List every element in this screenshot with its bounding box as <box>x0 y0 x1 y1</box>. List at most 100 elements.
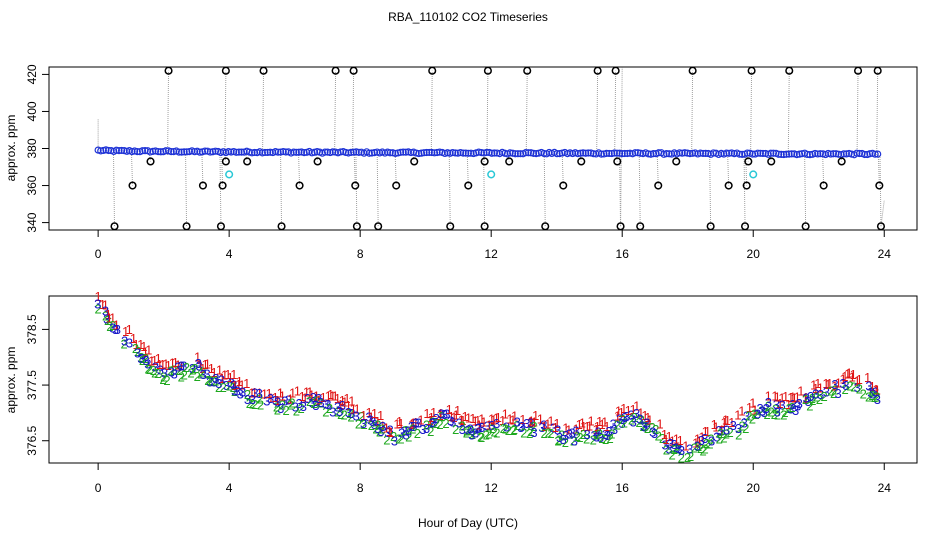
bottom-point-series-3: 3 <box>730 418 737 433</box>
bottom-point-series-2: 2 <box>856 381 863 396</box>
top-connector-line <box>334 70 337 155</box>
top-main-point <box>190 148 199 156</box>
bottom-point-series-1: 1 <box>142 344 149 359</box>
top-main-point <box>300 149 308 157</box>
bottom-point-series-1: 1 <box>537 411 544 426</box>
bottom-point-series-1: 1 <box>696 433 703 448</box>
bottom-point-series-1: 1 <box>106 311 113 326</box>
bottom-point-series-1: 1 <box>712 420 719 435</box>
top-outlier-point <box>295 181 304 190</box>
bottom-point-series-1: 1 <box>629 402 636 417</box>
bottom-point-series-3: 3 <box>121 333 128 348</box>
bottom-point-series-3: 3 <box>412 416 419 431</box>
bottom-point-series-1: 1 <box>787 390 794 405</box>
bottom-point-series-2: 2 <box>395 432 402 447</box>
bottom-point-series-1: 1 <box>99 297 106 312</box>
bottom-point-series-2: 2 <box>576 430 583 445</box>
top-main-point <box>420 149 428 157</box>
bottom-point-series-2: 2 <box>283 403 290 418</box>
top-main-point <box>428 148 436 157</box>
top-main-point <box>834 150 843 158</box>
top-outlier-point <box>875 181 884 190</box>
bottom-point-series-2: 2 <box>189 363 196 378</box>
top-main-point <box>177 148 186 156</box>
bottom-point-series-1: 1 <box>366 405 373 420</box>
bottom-x-tick-label: 24 <box>878 481 892 495</box>
bottom-point-series-2: 2 <box>220 380 227 395</box>
top-main-point <box>613 149 621 157</box>
bottom-point-series-3: 3 <box>195 359 202 374</box>
bottom-point-series-3: 3 <box>623 409 630 424</box>
top-main-point <box>417 149 426 157</box>
bottom-point-series-3: 3 <box>643 415 650 430</box>
bottom-point-series-2: 2 <box>383 432 390 447</box>
bottom-point-series-3: 3 <box>400 423 407 438</box>
top-main-point <box>258 149 266 157</box>
bottom-point-series-3: 3 <box>649 424 656 439</box>
bottom-point-series-2: 2 <box>639 419 646 434</box>
bottom-point-series-1: 1 <box>306 385 313 400</box>
bottom-point-series-3: 3 <box>371 417 378 432</box>
top-main-point <box>365 149 373 157</box>
bottom-point-series-2: 2 <box>199 364 206 379</box>
bottom-point-series-1: 1 <box>802 390 809 405</box>
bottom-point-series-2: 2 <box>850 380 857 395</box>
top-main-point <box>529 149 538 157</box>
top-main-point <box>490 149 499 157</box>
bottom-point-series-1: 1 <box>308 388 315 403</box>
bottom-point-series-1: 1 <box>337 397 344 412</box>
bottom-point-series-2: 2 <box>771 407 778 422</box>
top-main-point <box>250 148 259 157</box>
bottom-point-series-3: 3 <box>530 425 537 440</box>
bottom-point-series-1: 1 <box>692 436 699 451</box>
top-main-point <box>402 148 410 156</box>
top-main-point <box>462 149 470 157</box>
top-connector-line <box>656 154 659 186</box>
bottom-point-series-1: 1 <box>261 386 268 401</box>
bottom-point-series-3: 3 <box>408 419 415 434</box>
top-main-point <box>323 148 332 156</box>
bottom-point-series-1: 1 <box>869 379 876 394</box>
bottom-point-series-2: 2 <box>288 395 295 410</box>
top-connector-line <box>879 154 882 227</box>
bottom-point-series-3: 3 <box>595 425 602 440</box>
top-main-point <box>775 150 783 158</box>
bottom-point-series-3: 3 <box>443 407 450 422</box>
top-connector-line <box>355 154 358 227</box>
bottom-point-series-3: 3 <box>315 391 322 406</box>
top-main-point <box>699 149 707 158</box>
top-main-point <box>678 149 686 157</box>
top-main-point <box>352 148 360 156</box>
bottom-point-series-3: 3 <box>428 416 435 431</box>
bottom-x-tick-label: 16 <box>616 481 630 495</box>
bottom-point-series-3: 3 <box>872 385 879 400</box>
top-main-point <box>433 148 441 157</box>
top-main-point <box>584 149 592 157</box>
top-main-point <box>605 149 613 158</box>
bottom-point-series-2: 2 <box>167 363 174 378</box>
bottom-point-series-1: 1 <box>698 429 705 444</box>
bottom-point-series-3: 3 <box>102 303 109 318</box>
bottom-point-series-2: 2 <box>774 407 781 422</box>
top-outlier-point <box>613 157 622 166</box>
bottom-point-series-2: 2 <box>191 361 198 376</box>
bottom-point-series-2: 2 <box>830 386 837 401</box>
bottom-point-series-3: 3 <box>144 357 151 372</box>
bottom-point-series-1: 1 <box>277 386 284 401</box>
bottom-point-series-2: 2 <box>602 432 609 447</box>
top-main-point <box>295 148 303 156</box>
bottom-point-series-3: 3 <box>263 393 270 408</box>
bottom-point-series-2: 2 <box>135 344 142 359</box>
top-cyan-point <box>749 170 758 179</box>
top-outlier-point <box>218 181 227 190</box>
top-connector-line <box>201 154 204 186</box>
top-main-point <box>201 147 209 155</box>
bottom-point-series-2: 2 <box>231 384 238 399</box>
top-main-point <box>391 149 399 158</box>
top-main-point <box>97 147 105 155</box>
bottom-point-series-3: 3 <box>517 420 524 435</box>
top-connector-line <box>525 70 528 155</box>
bottom-point-series-2: 2 <box>256 391 263 406</box>
bottom-point-series-1: 1 <box>620 401 627 416</box>
bottom-point-series-1: 1 <box>580 419 587 434</box>
